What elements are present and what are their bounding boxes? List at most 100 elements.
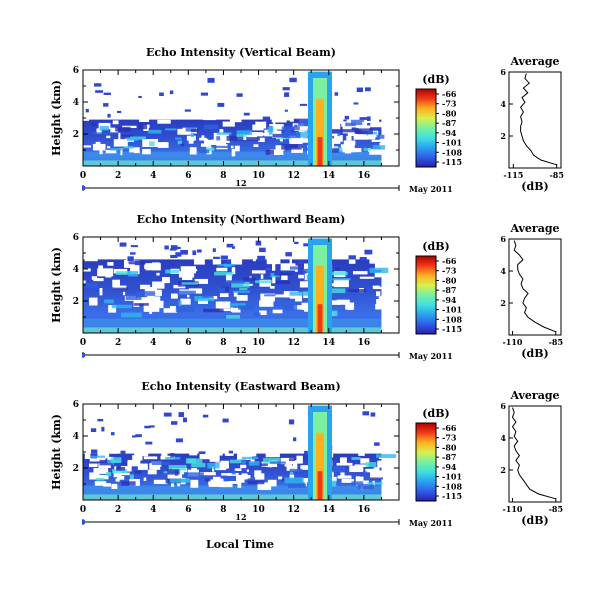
echo-speck — [370, 412, 376, 417]
echo-gap — [229, 119, 242, 123]
echo-patch — [357, 483, 374, 490]
convection-peak — [317, 304, 323, 333]
echo-gap — [114, 470, 122, 477]
echo-patch — [289, 468, 303, 472]
colorbar-tick-label: -115 — [442, 324, 462, 334]
echo-gap — [177, 482, 181, 487]
echo-patch — [133, 303, 149, 306]
echo-gap — [92, 143, 106, 151]
echo-speck — [282, 87, 290, 91]
profile-x-tick-label: -85 — [549, 337, 563, 347]
echo-speck — [175, 252, 182, 257]
echo-patch — [272, 133, 286, 138]
echo-patch — [177, 140, 183, 145]
echo-gap — [106, 135, 111, 139]
echo-patch — [248, 461, 260, 466]
echo-gap — [376, 298, 382, 307]
echo-patch — [288, 483, 307, 488]
echo-patch — [83, 283, 98, 289]
echo-speck — [285, 252, 292, 257]
echo-speck — [144, 425, 151, 429]
echo-gap — [343, 140, 356, 146]
echo-speck — [159, 92, 164, 97]
echo-patch — [288, 458, 296, 461]
echo-gap — [96, 474, 109, 480]
x-tick-label: 8 — [220, 171, 226, 181]
echo-speck — [298, 259, 303, 265]
echo-gap — [219, 481, 233, 488]
echo-gap — [272, 309, 283, 314]
echo-gap — [162, 277, 170, 284]
x-tick-label: 6 — [185, 171, 191, 181]
echo-gap — [299, 281, 311, 288]
echo-gap — [291, 148, 303, 153]
echo-gap — [112, 120, 119, 125]
echo-speck — [101, 426, 105, 432]
echo-patch — [289, 291, 310, 296]
echo-patch — [229, 303, 246, 307]
echo-gap — [209, 454, 220, 462]
profile-x-tick-label: -85 — [549, 170, 563, 180]
echo-patch — [99, 125, 110, 131]
echo-gap — [134, 453, 149, 457]
echo-gap — [221, 473, 233, 476]
echo-panel-0: Echo Intensity (Vertical Beam) 0 2 4 6 8 10 12 1… — [50, 46, 564, 194]
day-label: 12 — [235, 178, 246, 188]
echo-gap — [234, 145, 240, 152]
echo-patch — [335, 266, 340, 271]
echo-gap — [342, 148, 356, 153]
echo-patch — [239, 288, 248, 291]
echo-heatmap — [83, 238, 393, 333]
echo-gap — [289, 257, 292, 265]
echo-speck — [262, 116, 271, 121]
profile-x-tick-label: -115 — [503, 170, 523, 180]
echo-gap — [231, 257, 243, 265]
echo-gap — [324, 299, 341, 305]
echo-gap — [89, 472, 100, 480]
echo-speck — [257, 255, 266, 261]
x-tick-label: 8 — [220, 338, 226, 348]
echo-speck — [359, 257, 367, 261]
echo-patch — [113, 287, 129, 291]
echo-gap — [341, 121, 347, 127]
echo-patch — [276, 280, 291, 284]
echo-gap — [218, 449, 226, 453]
echo-gap — [354, 464, 369, 467]
echo-patch — [351, 481, 364, 486]
profile-title: Average — [509, 55, 559, 68]
x-tick-label: 8 — [220, 505, 226, 515]
echo-gap — [341, 478, 354, 483]
echo-gap — [110, 127, 118, 133]
y-tick-label: 4 — [73, 98, 79, 108]
echo-gap — [269, 124, 284, 130]
profile-y-tick-label: 6 — [500, 67, 506, 77]
colorbar — [415, 255, 437, 335]
x-tick-label: 16 — [358, 505, 371, 515]
day-label: 12 — [235, 345, 246, 355]
echo-patch — [330, 480, 337, 487]
profile-y-tick-label: 6 — [500, 401, 506, 411]
echo-gap — [255, 121, 267, 129]
echo-speck — [334, 92, 339, 96]
echo-gap — [153, 479, 168, 485]
panel-title: Echo Intensity (Northward Beam) — [137, 213, 346, 226]
profile-line — [513, 240, 556, 333]
echo-speck — [198, 451, 206, 455]
date-label: May 2011 — [409, 184, 453, 194]
echo-speck — [212, 248, 216, 253]
echo-patch — [369, 296, 376, 301]
echo-patch — [111, 304, 132, 309]
echo-patch — [194, 295, 214, 302]
echo-gap — [105, 149, 117, 154]
echo-gap — [280, 263, 296, 271]
echo-patch — [167, 469, 180, 475]
echo-speck — [110, 432, 115, 436]
echo-gap — [265, 464, 278, 468]
echo-gap — [234, 468, 242, 471]
echo-speck — [362, 411, 370, 416]
profile-line — [519, 73, 557, 166]
echo-gap — [194, 278, 208, 284]
echo-gap — [358, 450, 365, 456]
echo-panel-2: Echo Intensity (Eastward Beam) 0 2 4 6 8 10 12 1… — [50, 380, 563, 528]
echo-gap — [129, 148, 138, 153]
